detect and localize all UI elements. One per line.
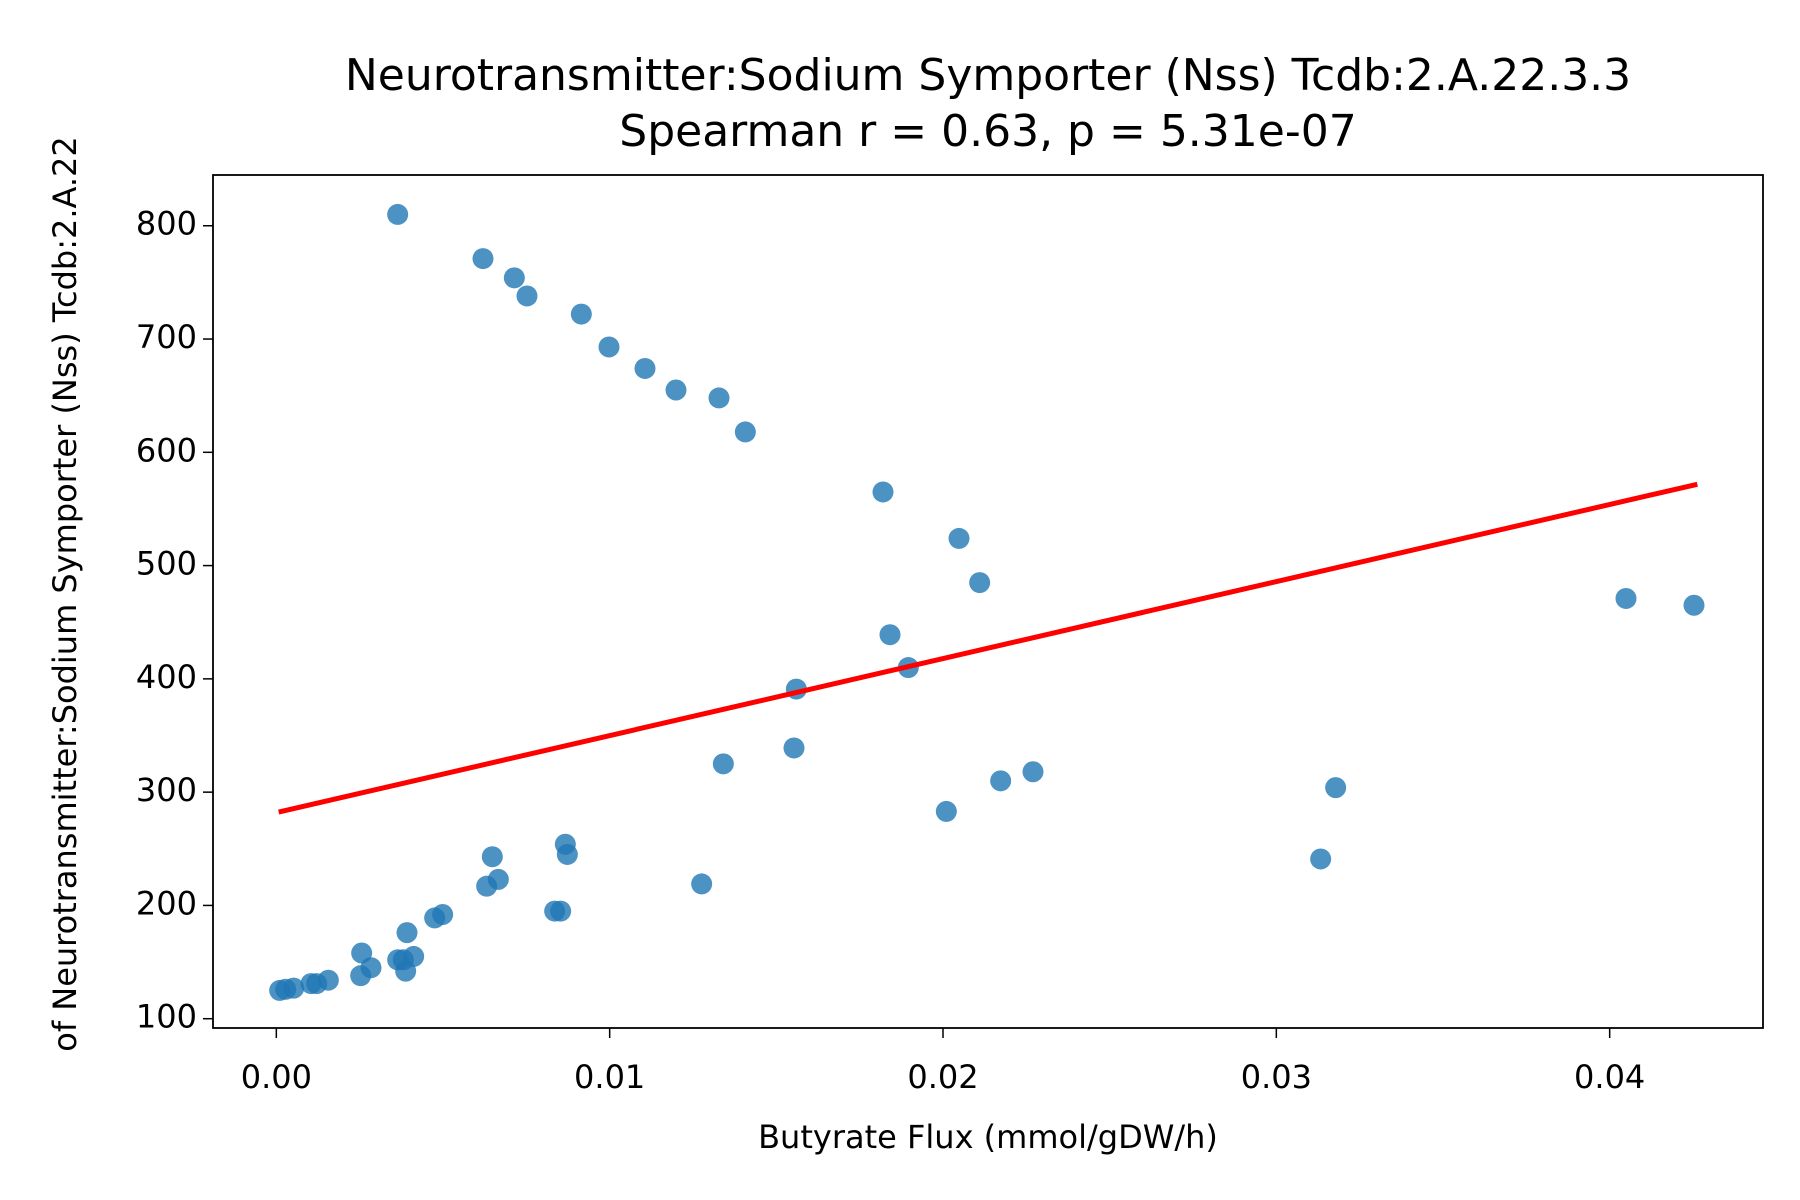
point	[990, 770, 1012, 792]
point	[948, 527, 970, 549]
point	[306, 973, 328, 995]
y-tick-label: 100	[136, 998, 197, 1036]
y-axis-label: of Neurotransmitter:Sodium Symporter (Ns…	[46, 136, 84, 1051]
x-tick-label: 0.02	[907, 1058, 978, 1096]
chart-title: Neurotransmitter:Sodium Symporter (Nss) …	[345, 50, 1631, 101]
point	[556, 843, 578, 865]
point	[665, 379, 687, 401]
chart-subtitle: Spearman r = 0.63, p = 5.31e-07	[619, 106, 1356, 157]
point	[598, 336, 620, 358]
x-tick-label: 0.01	[574, 1058, 645, 1096]
point	[550, 900, 572, 922]
y-tick-label: 500	[136, 545, 197, 583]
x-tick-label: 0.04	[1574, 1058, 1645, 1096]
point	[1325, 777, 1347, 799]
y-tick-label: 400	[136, 658, 197, 696]
plot-frame	[212, 174, 1764, 1029]
point	[691, 873, 713, 895]
point	[1683, 594, 1705, 616]
y-tick-label: 300	[136, 771, 197, 809]
point	[879, 624, 901, 646]
y-tick-label: 700	[136, 318, 197, 356]
point	[503, 267, 525, 289]
point	[269, 979, 291, 1001]
fit-line	[278, 481, 1698, 815]
point	[1022, 761, 1044, 783]
x-axis-label: Butyrate Flux (mmol/gDW/h)	[758, 1118, 1218, 1156]
point	[516, 285, 538, 307]
point	[350, 965, 372, 987]
point	[472, 248, 494, 270]
point	[969, 572, 991, 594]
point	[708, 387, 730, 409]
y-tick-label: 800	[136, 205, 197, 243]
point	[387, 203, 409, 225]
point	[634, 357, 656, 379]
point	[570, 303, 592, 325]
point	[424, 907, 446, 929]
point	[396, 922, 418, 944]
point	[734, 421, 756, 443]
y-tick-label: 600	[136, 431, 197, 469]
point	[395, 960, 417, 982]
point	[1615, 587, 1637, 609]
x-tick-label: 0.03	[1241, 1058, 1312, 1096]
point	[476, 875, 498, 897]
point	[935, 800, 957, 822]
point	[783, 737, 805, 759]
point	[481, 846, 503, 868]
point	[872, 481, 894, 503]
y-tick-label: 200	[136, 884, 197, 922]
point	[712, 753, 734, 775]
x-tick-label: 0.00	[241, 1058, 312, 1096]
point	[1310, 848, 1332, 870]
